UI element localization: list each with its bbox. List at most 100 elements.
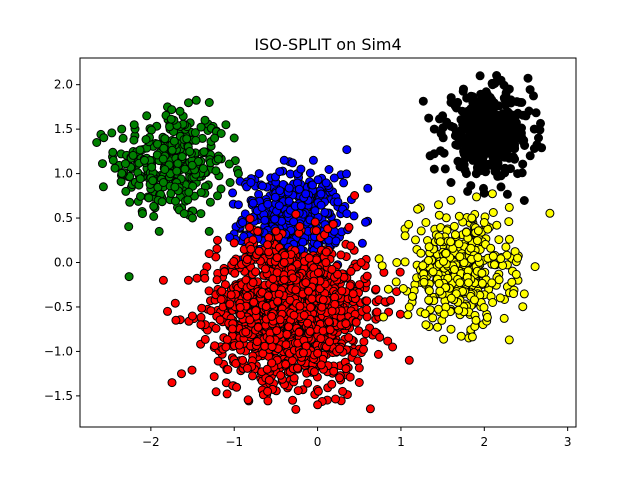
data-point	[258, 181, 267, 191]
data-point	[313, 268, 323, 278]
data-point	[509, 289, 518, 299]
data-point	[346, 266, 356, 276]
points-layer	[92, 71, 555, 414]
series-4	[418, 71, 547, 205]
data-point	[108, 147, 118, 157]
data-point	[92, 138, 102, 147]
data-point	[190, 128, 200, 138]
data-point	[170, 298, 180, 308]
data-point	[170, 182, 180, 192]
data-point	[477, 268, 487, 278]
data-point	[129, 135, 139, 145]
data-point	[429, 124, 439, 134]
data-point	[329, 173, 339, 183]
data-point	[345, 281, 355, 291]
data-point	[116, 177, 126, 187]
data-point	[254, 246, 264, 256]
data-point	[346, 241, 356, 251]
data-point	[404, 355, 414, 365]
y-tick-label: −0.5	[44, 300, 73, 314]
data-point	[260, 264, 270, 274]
data-point	[204, 226, 214, 236]
data-point	[229, 133, 239, 143]
data-point	[398, 284, 408, 293]
x-tick-label: 0	[314, 435, 322, 449]
data-point	[338, 386, 348, 396]
data-point	[185, 147, 195, 156]
data-point	[219, 267, 229, 277]
data-point	[496, 182, 506, 192]
data-point	[453, 132, 463, 142]
data-point	[441, 248, 451, 258]
data-point	[496, 75, 506, 85]
data-point	[305, 326, 315, 336]
y-tick-label: 1.0	[54, 167, 73, 181]
y-tick-label: 2.0	[54, 78, 73, 92]
data-point	[508, 152, 518, 162]
data-point	[216, 295, 226, 304]
data-point	[359, 337, 369, 347]
data-point	[183, 195, 193, 205]
data-point	[179, 209, 189, 219]
data-point	[342, 169, 351, 179]
data-point	[213, 235, 222, 245]
data-point	[466, 131, 476, 141]
y-tick-label: −1.5	[44, 389, 73, 403]
data-point	[421, 320, 431, 330]
data-point	[291, 404, 301, 414]
data-point	[158, 178, 168, 187]
data-point	[187, 365, 197, 375]
data-point	[281, 340, 291, 350]
data-point	[419, 277, 429, 287]
data-point	[479, 131, 489, 141]
data-point	[482, 99, 492, 109]
data-point	[279, 258, 289, 267]
data-point	[149, 201, 159, 211]
data-point	[117, 124, 127, 134]
x-tick-label: 3	[564, 435, 572, 449]
data-point	[224, 159, 234, 169]
data-point	[375, 332, 385, 342]
data-point	[424, 256, 433, 265]
data-point	[359, 344, 368, 354]
data-point	[488, 251, 498, 261]
data-point	[205, 197, 215, 207]
data-point	[225, 299, 235, 309]
data-point	[249, 297, 259, 307]
data-point	[316, 189, 326, 199]
data-point	[107, 128, 117, 138]
data-point	[440, 164, 450, 174]
data-point	[108, 155, 118, 165]
data-point	[333, 269, 343, 279]
data-point	[248, 198, 258, 208]
data-point	[336, 250, 346, 260]
data-point	[357, 238, 367, 248]
data-point	[157, 197, 167, 207]
data-point	[331, 394, 340, 404]
data-point	[183, 275, 193, 285]
data-point	[234, 340, 244, 350]
data-point	[388, 342, 398, 352]
data-point	[245, 315, 255, 325]
data-point	[312, 255, 321, 265]
data-point	[329, 366, 339, 376]
data-point	[476, 142, 486, 152]
data-point	[215, 315, 225, 325]
data-point	[362, 304, 372, 314]
data-point	[125, 197, 135, 207]
data-point	[471, 315, 481, 325]
data-point	[459, 149, 469, 159]
data-point	[275, 186, 285, 196]
data-point	[454, 239, 464, 249]
y-axis: −1.5 −1.0 −0.5 0.0 0.5 1.0 1.5 2.0	[44, 78, 80, 403]
data-point	[138, 209, 147, 219]
data-point	[361, 329, 371, 339]
data-point	[457, 106, 467, 116]
data-point	[504, 234, 514, 244]
data-point	[160, 165, 170, 174]
x-tick-label: 1	[397, 435, 405, 449]
data-point	[267, 311, 277, 321]
data-point	[529, 124, 539, 134]
data-point	[211, 323, 221, 333]
data-point	[135, 174, 145, 184]
